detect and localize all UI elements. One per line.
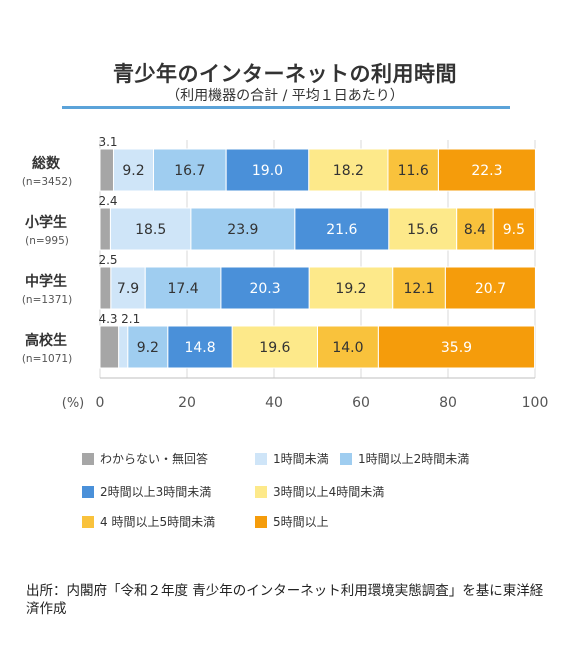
bar-segment bbox=[225, 148, 310, 192]
data-label: 4.3 bbox=[98, 312, 117, 326]
data-label: 2.5 bbox=[98, 253, 117, 267]
data-label: 14.0 bbox=[332, 340, 363, 356]
data-label: 23.9 bbox=[227, 222, 258, 238]
bar-segment bbox=[153, 148, 227, 192]
legend-swatch bbox=[255, 452, 267, 465]
chart-title: 青少年のインターネットの利用時間 bbox=[113, 62, 457, 86]
legend-item: 1時間以上2時間未満 bbox=[340, 450, 469, 467]
bar-segment bbox=[317, 325, 379, 369]
bar-segment bbox=[220, 266, 310, 310]
bar-segment bbox=[167, 325, 233, 369]
bar-segment bbox=[492, 207, 536, 251]
data-label: 17.4 bbox=[167, 281, 198, 297]
data-label: 2.4 bbox=[98, 194, 117, 208]
data-label: 9.2 bbox=[137, 340, 159, 356]
bar-segment bbox=[388, 207, 458, 251]
data-label: 14.8 bbox=[184, 340, 215, 356]
data-label: 18.5 bbox=[135, 222, 166, 238]
x-tick-label: 100 bbox=[522, 395, 549, 411]
legend-swatch bbox=[82, 452, 94, 465]
source-note: 出所：内閣府「令和２年度 青少年のインターネット利用環境実態調査」を基に東洋経済… bbox=[26, 583, 544, 617]
title-underline bbox=[62, 106, 510, 109]
bar-segment bbox=[99, 325, 120, 369]
bar-segment bbox=[112, 148, 155, 192]
legend-label: わからない・無回答 bbox=[100, 452, 209, 466]
legend-item: 3時間以上4時間未満 bbox=[255, 483, 384, 500]
legend-item: わからない・無回答 bbox=[82, 450, 208, 467]
x-tick-label: 0 bbox=[96, 395, 105, 411]
legend-swatch bbox=[340, 452, 352, 465]
legend-swatch bbox=[255, 485, 267, 498]
data-label: 11.6 bbox=[398, 163, 429, 179]
stacked-bar-chart: 0 20 40 60 80 100 (%) 総数 (n=3452) 3.1 9.2 16.7 19.0 1… bbox=[22, 135, 549, 411]
data-label: 19.0 bbox=[252, 163, 283, 179]
bar-segment bbox=[308, 148, 389, 192]
data-label: 16.7 bbox=[174, 163, 205, 179]
data-label: 19.2 bbox=[335, 281, 366, 297]
bar-segment bbox=[144, 266, 222, 310]
bar-segment bbox=[231, 325, 319, 369]
legend-swatch bbox=[82, 515, 94, 528]
legend-label: 5時間以上 bbox=[273, 515, 329, 529]
legend-label: 4 時間以上5時間未満 bbox=[100, 515, 216, 529]
category-sample-size: (n=995) bbox=[25, 235, 69, 247]
data-label: 3.1 bbox=[98, 135, 117, 149]
data-label: 19.6 bbox=[259, 340, 290, 356]
x-tick-label: 60 bbox=[352, 395, 370, 411]
bar-segment bbox=[110, 266, 146, 310]
data-label: 12.1 bbox=[403, 281, 434, 297]
category-sample-size: (n=3452) bbox=[22, 176, 72, 188]
bar-segment bbox=[308, 266, 394, 310]
category-label: 中学生 bbox=[25, 273, 67, 290]
chart-subtitle: （利用機器の合計 / 平均１日あたり） bbox=[166, 88, 404, 104]
bar-segment bbox=[109, 207, 192, 251]
bar-segment bbox=[392, 266, 446, 310]
category-label: 総数 bbox=[32, 155, 61, 172]
data-label: 18.2 bbox=[333, 163, 364, 179]
legend-swatch bbox=[82, 485, 94, 498]
bar-segment bbox=[456, 207, 494, 251]
legend-swatch bbox=[255, 515, 267, 528]
data-label: 15.6 bbox=[407, 222, 438, 238]
data-label: 2.1 bbox=[121, 312, 140, 326]
data-label: 20.3 bbox=[249, 281, 280, 297]
legend-item: 4 時間以上5時間未満 bbox=[82, 513, 215, 530]
bar-segment bbox=[387, 148, 439, 192]
bar-segment bbox=[377, 325, 536, 369]
data-label: 35.9 bbox=[441, 340, 472, 356]
data-label: 8.4 bbox=[464, 222, 486, 238]
bar-segment bbox=[294, 207, 390, 251]
x-tick-label: 20 bbox=[178, 395, 196, 411]
legend-item: 2時間以上3時間未満 bbox=[82, 483, 211, 500]
data-label: 7.9 bbox=[117, 281, 139, 297]
bar-segment bbox=[444, 266, 536, 310]
bar-segment bbox=[118, 325, 129, 369]
legend-label: 1時間以上2時間未満 bbox=[358, 452, 470, 466]
bar-segment bbox=[99, 266, 112, 310]
data-label: 21.6 bbox=[326, 222, 357, 238]
legend-label: 3時間以上4時間未満 bbox=[273, 485, 385, 499]
data-label: 20.7 bbox=[475, 281, 506, 297]
x-tick-label: 80 bbox=[439, 395, 457, 411]
category-sample-size: (n=1071) bbox=[22, 353, 72, 365]
data-label: 9.2 bbox=[122, 163, 144, 179]
category-label: 小学生 bbox=[25, 214, 67, 231]
category-sample-size: (n=1371) bbox=[22, 294, 72, 306]
legend-item: 1時間未満 bbox=[255, 450, 329, 467]
legend-label: 2時間以上3時間未満 bbox=[100, 485, 212, 499]
data-label: 22.3 bbox=[471, 163, 502, 179]
category-label: 高校生 bbox=[25, 332, 67, 349]
x-tick-label: 40 bbox=[265, 395, 283, 411]
data-label: 9.5 bbox=[503, 222, 525, 238]
legend-item: 5時間以上 bbox=[255, 513, 329, 530]
bar-segment bbox=[99, 148, 114, 192]
bar-segment bbox=[99, 207, 111, 251]
legend-label: 1時間未満 bbox=[273, 452, 329, 466]
x-axis-unit: (%) bbox=[62, 396, 85, 411]
bar-segment bbox=[437, 148, 536, 192]
